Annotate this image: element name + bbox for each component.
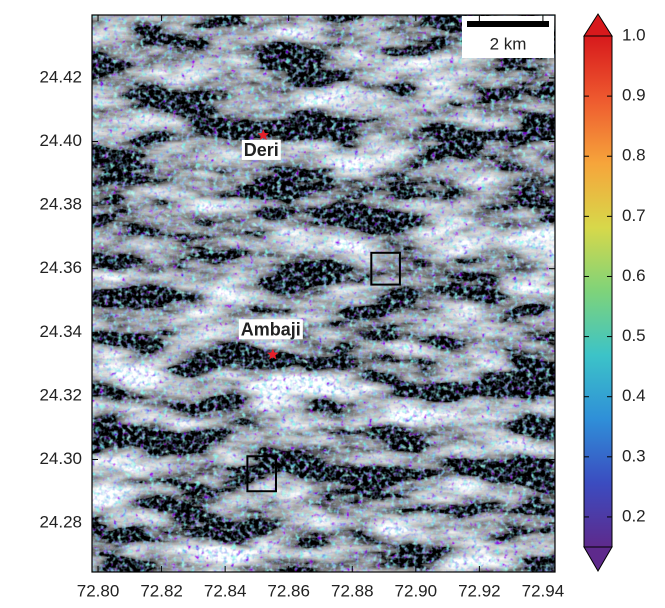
map-image	[92, 15, 555, 572]
colorbar-extend-top	[584, 14, 612, 36]
y-tick-label: 24.40	[39, 131, 82, 150]
colorbar: 0.2 0.3 0.4 0.5 0.6 0.7 0.8 0.9 1.0	[584, 14, 646, 571]
colorbar-extend-bottom	[584, 547, 612, 571]
place-label: Deri	[244, 140, 279, 160]
x-tick-label: 72.88	[331, 581, 374, 600]
x-tick-label: 72.94	[522, 581, 565, 600]
colorbar-tick-label: 0.2	[622, 506, 646, 525]
colorbar-tick-label: 0.9	[622, 86, 646, 105]
x-tick-label: 72.80	[77, 581, 120, 600]
x-tick-label: 72.90	[395, 581, 438, 600]
colorbar-tick-label: 0.4	[622, 386, 646, 405]
colorbar-body	[584, 36, 612, 547]
y-tick-label: 24.28	[39, 513, 82, 532]
x-tick-label: 72.86	[267, 581, 310, 600]
x-tick-label: 72.84	[204, 581, 247, 600]
scale-label: 2 km	[490, 34, 527, 53]
place-label: Ambaji	[241, 319, 301, 339]
y-tick-label: 24.38	[39, 195, 82, 214]
y-tick-label: 24.42	[39, 67, 82, 86]
y-tick-label: 24.32	[39, 385, 82, 404]
colorbar-tick-label: 0.5	[622, 326, 646, 345]
map-figure: 2 km 0.2 0.3 0.4 0.5 0.6 0.7 0.8 0.9 1.0 72.80 72…	[0, 0, 665, 603]
y-tick-label: 24.30	[39, 449, 82, 468]
scale-bar: 2 km	[462, 16, 554, 58]
x-tick-label: 72.82	[140, 581, 183, 600]
colorbar-tick-label: 0.8	[622, 146, 646, 165]
colorbar-tick-label: 0.7	[622, 206, 646, 225]
colorbar-tick-label: 0.6	[622, 266, 646, 285]
y-tick-label: 24.36	[39, 258, 82, 277]
x-tick-label: 72.92	[458, 581, 501, 600]
y-tick-label: 24.34	[39, 322, 82, 341]
colorbar-tick-label: 1.0	[622, 25, 646, 44]
colorbar-tick-label: 0.3	[622, 446, 646, 465]
